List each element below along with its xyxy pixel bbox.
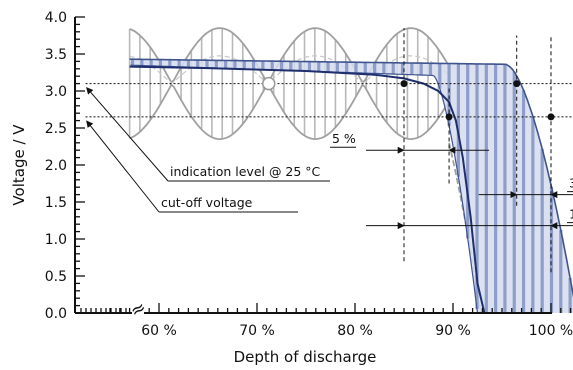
y-tick-label: 4.0 (45, 10, 67, 26)
y-tick-label: 3.5 (45, 47, 67, 63)
annotation-arrow (86, 120, 160, 213)
band-upper-edge (129, 58, 573, 299)
annotation-label: cut-off voltage (161, 195, 253, 210)
open-marker (262, 76, 276, 91)
y-tick-label: 0.5 (45, 269, 67, 285)
y-tick-label: 0.0 (45, 306, 67, 322)
annotation-label: indication level @ 25 °C (170, 164, 321, 179)
tolerance-label: 3 % (569, 176, 573, 191)
x-tick-label: 70 % (239, 323, 275, 339)
discharge-band-layer (129, 58, 573, 314)
axes-layer: 0.0 0.5 1.0 1.5 2.0 2.5 3.0 3.5 4.0 ≈60 % 70 % 80 %… (45, 10, 573, 339)
point-marker (400, 80, 408, 88)
axis-break-symbol: ≈ (126, 297, 150, 323)
annotations-layer: indication level @ 25 °C cut-off voltage 5… (86, 87, 573, 230)
x-tick-label: 90 % (435, 323, 471, 339)
x-axis-label: Depth of discharge (234, 348, 377, 366)
point-marker (547, 113, 555, 121)
annotation-arrow (86, 87, 169, 182)
x-tick-label: 100 % (529, 323, 573, 339)
y-tick-label: 3.0 (45, 84, 67, 100)
gray-oscillation-layer (128, 27, 482, 314)
gray-lower-envelope (129, 83, 449, 141)
tolerance-label: 5 % (332, 131, 356, 146)
axis-break-mask (132, 301, 144, 315)
y-tick-label: 1.0 (45, 232, 67, 248)
y-tick-label: 2.5 (45, 121, 67, 137)
gray-mid-envelope (129, 55, 449, 84)
y-axis-label: Voltage / V (10, 124, 28, 206)
x-tick-label: 80 % (337, 323, 373, 339)
band-fill (129, 59, 573, 313)
point-marker (513, 80, 521, 88)
x-tick-label: 60 % (141, 323, 177, 339)
y-tick-label: 2.0 (45, 158, 67, 174)
y-tick-label: 1.5 (45, 195, 67, 211)
discharge-curve (129, 65, 486, 314)
tolerance-label: 15 % (569, 207, 573, 222)
point-marker (445, 113, 453, 121)
